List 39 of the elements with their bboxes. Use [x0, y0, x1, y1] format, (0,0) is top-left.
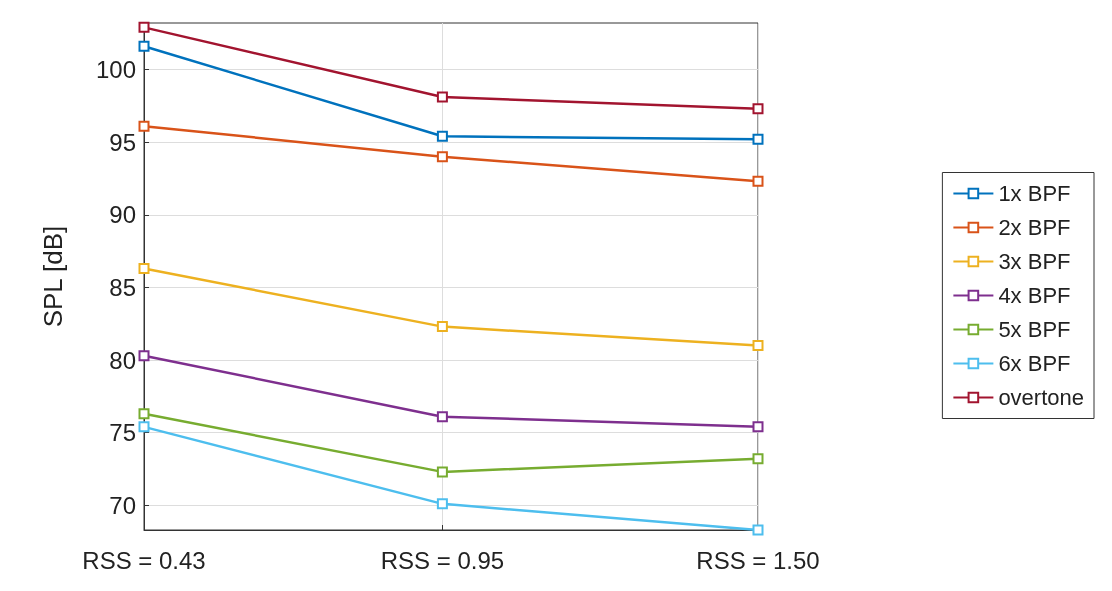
point [436, 466, 448, 478]
point [138, 40, 150, 52]
legend-label: 4x BPF [998, 283, 1071, 308]
point [436, 321, 448, 333]
y-tick-label: 70 [109, 491, 136, 519]
legend-label: 2x BPF [998, 215, 1071, 240]
legend-label: 1x BPF [998, 181, 1071, 206]
point [752, 453, 764, 465]
x-tick-label: RSS = 0.95 [380, 546, 505, 574]
y-tick-label: 90 [109, 201, 136, 229]
point [138, 263, 150, 275]
point [138, 120, 150, 132]
point [138, 408, 150, 420]
point [752, 340, 764, 351]
y-tick-label: 95 [109, 128, 136, 156]
legend-label: 6x BPF [998, 351, 1071, 376]
point [752, 524, 764, 536]
point [138, 421, 150, 433]
point [752, 133, 764, 145]
point [436, 151, 448, 163]
x-tick-label: RSS = 1.50 [696, 546, 820, 574]
point [138, 350, 150, 362]
y-tick-label: 75 [109, 419, 136, 447]
y-axis-title: SPL [dB] [38, 225, 68, 328]
legend-label: overtone [998, 385, 1085, 410]
point [752, 421, 764, 433]
y-tick-label: 85 [109, 273, 136, 301]
legend-label: 3x BPF [998, 249, 1071, 274]
point [436, 411, 448, 423]
y-tick-label: 100 [95, 55, 136, 83]
point [752, 175, 764, 187]
y-tick-label: 80 [109, 346, 136, 374]
point [436, 130, 448, 142]
legend-label: 5x BPF [998, 317, 1071, 342]
point [138, 21, 150, 33]
x-tick-label: RSS = 0.43 [82, 546, 206, 574]
point [752, 103, 764, 115]
point [436, 91, 448, 103]
point [436, 498, 448, 510]
